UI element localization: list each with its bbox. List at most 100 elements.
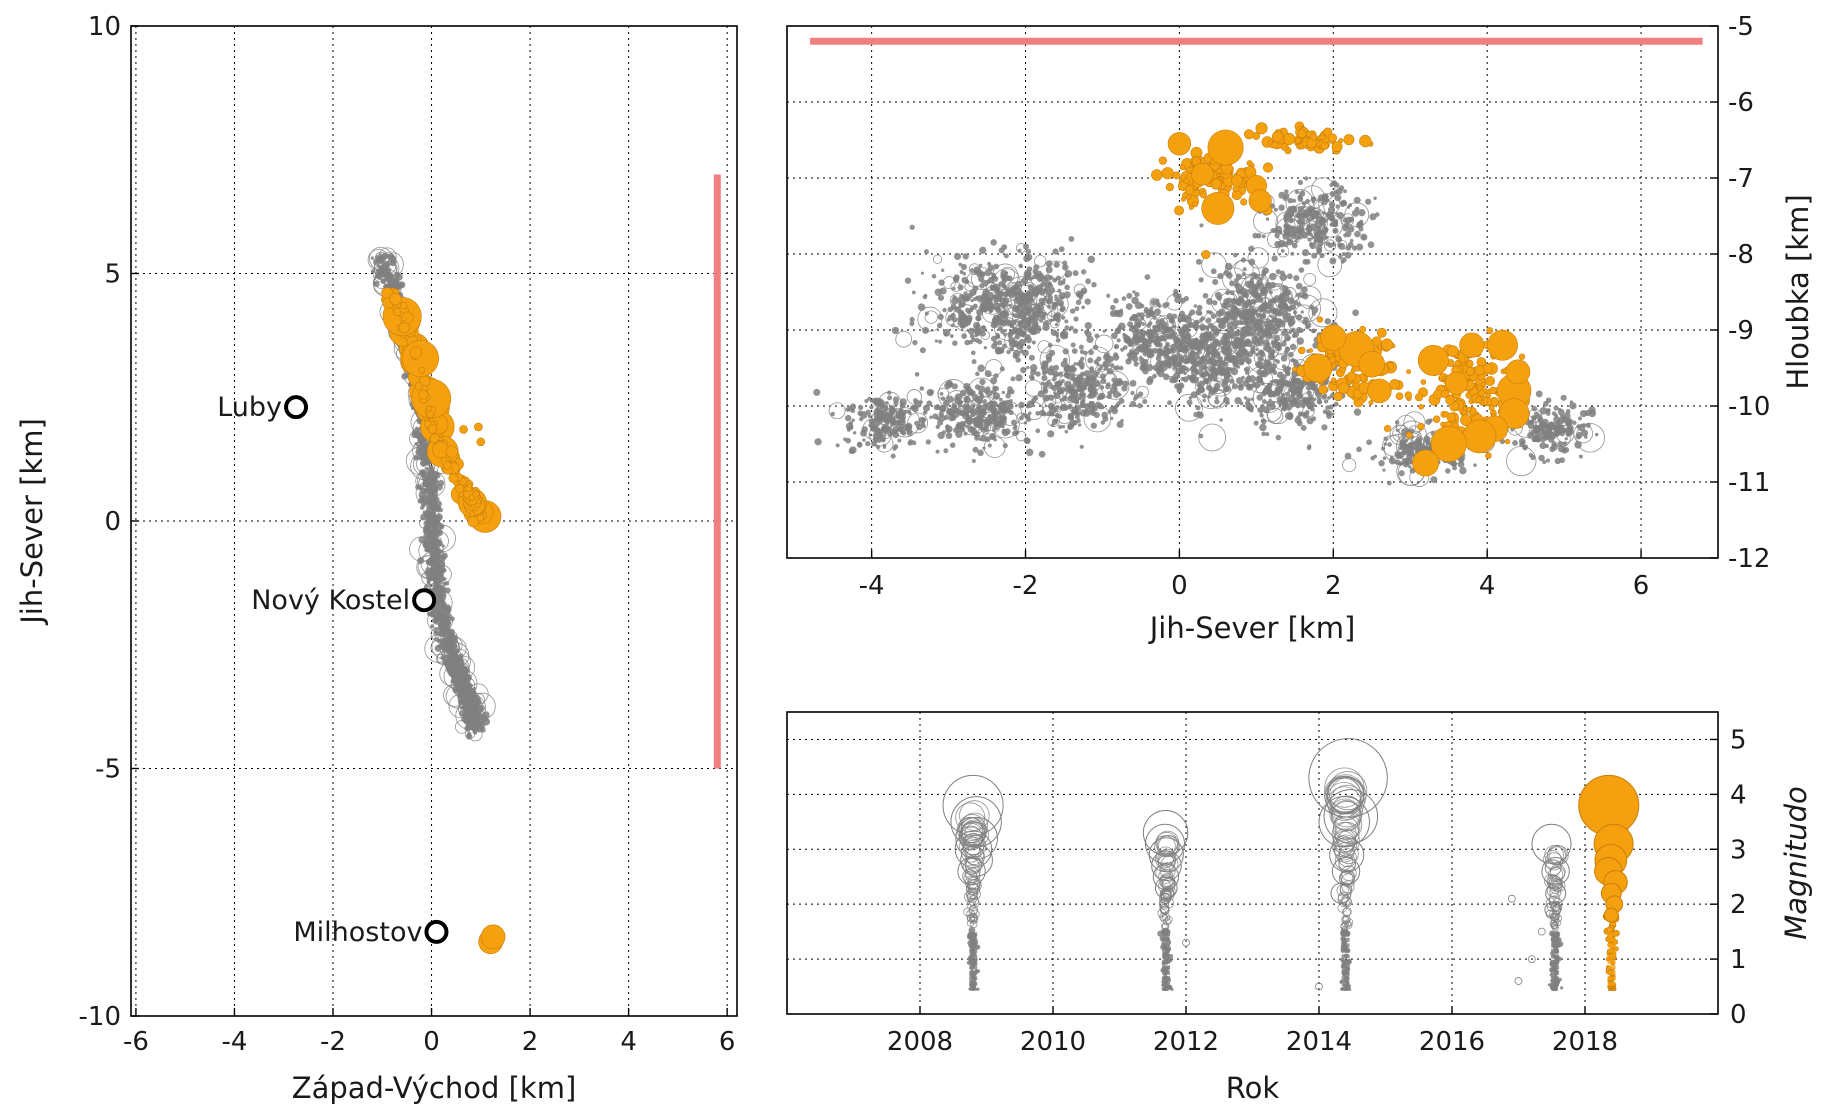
section-event-gray (1110, 304, 1116, 311)
section-event-gray (1195, 309, 1202, 316)
section-event-gray (1054, 296, 1060, 302)
section-event-gray (1129, 316, 1135, 321)
section-event-gray (960, 263, 968, 271)
section-event-gray (1067, 365, 1075, 373)
section-event-gray (1325, 241, 1331, 247)
section-event-gray (1269, 281, 1276, 289)
section-event-gray (1218, 340, 1223, 345)
section-event-gray (1080, 392, 1087, 398)
x-tick-label: 2 (522, 1027, 539, 1057)
section-event-gray (1026, 266, 1033, 272)
map-event-gray (425, 498, 433, 505)
section-event-gray (1342, 217, 1348, 223)
section-event-gray (974, 334, 978, 338)
section-event-gray (1084, 408, 1090, 414)
town-label: Luby (217, 392, 282, 423)
section-event-gray (869, 404, 874, 410)
section-event-gray (952, 340, 958, 346)
section-event-gray (963, 291, 968, 296)
map-event-gray (430, 624, 435, 629)
section-event-gray (1242, 272, 1246, 276)
section-event-gray (1245, 402, 1253, 411)
section-event-gray (1292, 310, 1298, 315)
section-event-gray (1051, 376, 1057, 382)
section-event-gray (1031, 288, 1039, 297)
section-event-gray (1545, 458, 1551, 463)
section-event-gray (1296, 219, 1302, 225)
section-event-gray (1222, 349, 1229, 356)
section-event-gray (1354, 230, 1361, 238)
section-event-gray (1202, 292, 1209, 299)
section-event-gray (1129, 379, 1137, 387)
section-event-gray (1366, 439, 1373, 446)
section-event-gray (1059, 397, 1064, 402)
map-event-gray (463, 681, 469, 687)
section-event-gray (1070, 342, 1076, 348)
section-event-gray (1335, 212, 1339, 216)
section-event-gray (988, 291, 994, 297)
section-event-gray (1109, 363, 1115, 368)
map-event-2018 (472, 506, 478, 512)
section-event-gray (1246, 397, 1251, 403)
section-event-gray (1043, 388, 1048, 393)
section-event-gray (1542, 435, 1548, 441)
section-event-gray (1216, 358, 1223, 364)
section-event-gray (909, 321, 915, 327)
section-event-gray (969, 407, 977, 415)
section-event-gray (1183, 371, 1187, 376)
section-event-gray (1335, 190, 1339, 194)
section-event-gray (1052, 277, 1058, 283)
section-event-gray (1015, 374, 1023, 382)
section-event-gray (1106, 355, 1114, 363)
section-event-gray (1183, 295, 1190, 302)
map-event-gray (421, 503, 426, 508)
section-event-gray (865, 440, 871, 447)
section-event-gray (1386, 480, 1392, 486)
section-event-gray (982, 399, 988, 404)
section-event-gray (882, 445, 887, 449)
map-event-gray (471, 723, 478, 730)
section-event-gray (1321, 424, 1328, 431)
section-event-gray (1319, 236, 1324, 241)
section-event-gray (1114, 365, 1121, 371)
map-event-gray (439, 629, 444, 634)
town-label: Nový Kostel (251, 585, 410, 616)
section-event-gray (1189, 342, 1197, 351)
section-event-gray (991, 274, 997, 280)
map-event-gray (465, 721, 472, 727)
section-event-gray (1235, 332, 1240, 337)
section-event-gray (1149, 306, 1154, 311)
map-event-gray (432, 471, 439, 478)
section-event-gray (1177, 382, 1185, 390)
section-event-gray (1169, 333, 1176, 340)
section-event-gray (1344, 452, 1352, 460)
map-event-gray (444, 604, 451, 611)
section-event-gray (958, 317, 964, 323)
section-event-gray (1289, 387, 1295, 393)
section-event-gray (1075, 375, 1083, 382)
x-tick-label: 0 (423, 1027, 440, 1057)
map-event-2018 (414, 381, 423, 391)
section-event-gray (974, 325, 980, 331)
section-event-gray (1297, 383, 1305, 390)
section-event-gray (1084, 322, 1092, 330)
section-event-gray (1235, 273, 1242, 280)
section-event-gray (877, 430, 884, 437)
section-event-gray (1120, 347, 1125, 352)
section-event-gray (1382, 456, 1387, 460)
section-event-gray (1024, 379, 1043, 397)
section-event-gray (1064, 319, 1069, 324)
section-event-gray (1307, 209, 1315, 217)
section-event-gray (1020, 366, 1027, 374)
section-event-gray (1177, 314, 1185, 323)
section-event-gray (1130, 390, 1135, 396)
section-event-gray (814, 438, 822, 446)
section-event-gray (1279, 320, 1286, 328)
section-event-gray (1073, 316, 1079, 322)
section-event-gray (1287, 197, 1294, 204)
section-event-gray (1220, 317, 1228, 324)
section-event-gray (1369, 213, 1377, 221)
y-tick-label: -5 (95, 755, 121, 785)
section-event-gray (1279, 273, 1288, 282)
section-event-gray (880, 405, 887, 413)
